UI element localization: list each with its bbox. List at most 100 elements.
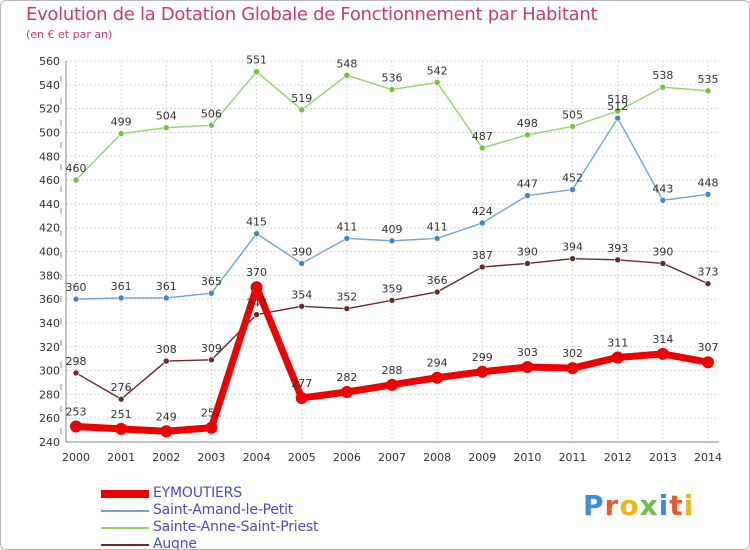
data-point (566, 362, 579, 375)
logo-letter: r (604, 489, 620, 522)
data-point (521, 360, 534, 373)
data-label: 390 (517, 245, 538, 258)
data-point (476, 365, 489, 378)
data-point (478, 263, 486, 271)
data-label: 519 (291, 92, 312, 105)
data-point (524, 260, 531, 267)
data-label: 251 (111, 408, 132, 421)
data-label: 447 (517, 178, 538, 191)
legend-swatch (101, 526, 149, 529)
data-point (433, 235, 441, 242)
data-point (478, 219, 486, 227)
data-point (478, 144, 486, 152)
y-tick-label: 340 (39, 317, 60, 330)
legend-swatch (101, 509, 149, 512)
proxiti-logo: Proxiti (583, 489, 694, 522)
data-point (386, 378, 398, 391)
x-tick-label: 2008 (423, 451, 451, 464)
y-tick-label: 560 (39, 55, 60, 68)
x-tick-label: 2010 (513, 451, 541, 464)
data-point (704, 280, 712, 287)
data-point (72, 176, 80, 184)
data-label: 504 (156, 110, 177, 123)
data-label: 309 (201, 342, 222, 355)
data-label: 347 (246, 297, 267, 310)
data-point (433, 288, 441, 296)
data-point (614, 256, 622, 264)
x-tick-label: 2007 (378, 451, 406, 464)
data-label: 393 (607, 242, 628, 255)
logo-letter: i (658, 489, 670, 522)
legend-swatch (101, 489, 149, 498)
data-point (569, 255, 576, 262)
data-point (162, 294, 170, 302)
y-tick-label: 520 (39, 103, 60, 116)
data-label: 409 (382, 223, 403, 236)
data-label: 365 (201, 275, 222, 288)
data-point (614, 114, 622, 122)
data-label: 390 (652, 245, 673, 258)
legend-label: Sainte-Anne-Saint-Priest (153, 519, 319, 535)
data-label: 308 (156, 343, 177, 356)
logo-letter: o (619, 489, 640, 522)
data-label: 370 (246, 266, 267, 279)
data-label: 512 (607, 100, 628, 113)
data-point (659, 260, 667, 267)
x-tick-label: 2014 (694, 451, 722, 464)
data-point (117, 395, 125, 403)
data-point (343, 305, 351, 312)
data-label: 538 (652, 69, 673, 82)
data-label: 366 (427, 274, 448, 287)
data-label: 314 (652, 333, 673, 346)
data-label: 282 (336, 371, 357, 384)
y-tick-label: 460 (39, 174, 60, 187)
data-point (253, 68, 260, 76)
data-label: 361 (156, 280, 177, 293)
y-tick-label: 300 (39, 365, 60, 378)
data-label: 498 (517, 117, 538, 130)
data-point (659, 197, 667, 204)
data-point (298, 106, 306, 114)
y-tick-label: 280 (39, 388, 60, 401)
data-point (72, 369, 80, 377)
data-label: 361 (111, 280, 132, 293)
y-tick-label: 360 (39, 293, 60, 306)
data-point (433, 79, 441, 86)
data-point (611, 351, 624, 364)
data-label: 352 (336, 291, 357, 304)
data-label: 411 (336, 220, 357, 233)
data-point (162, 357, 170, 365)
legend-label: EYMOUTIERS (153, 485, 242, 501)
data-label: 360 (66, 281, 87, 294)
data-label: 452 (562, 172, 583, 185)
data-label: 307 (698, 341, 719, 354)
data-point (70, 420, 82, 433)
x-tick-label: 2006 (333, 451, 361, 464)
data-label: 303 (517, 346, 538, 359)
data-label: 518 (607, 93, 628, 106)
x-tick-label: 2000 (62, 451, 90, 464)
data-label: 252 (201, 407, 222, 420)
data-point (72, 295, 80, 303)
data-point (160, 425, 173, 438)
x-tick-label: 2005 (288, 451, 316, 464)
data-point (117, 294, 125, 302)
data-point (704, 87, 712, 95)
y-tick-label: 440 (39, 198, 60, 211)
data-point (656, 347, 669, 360)
data-label: 411 (427, 220, 448, 233)
chart-title: Evolution de la Dotation Globale de Fonc… (26, 4, 598, 25)
legend-label: Augne (153, 536, 197, 550)
data-point (208, 121, 215, 129)
data-point (569, 186, 576, 193)
data-point (208, 356, 215, 364)
data-label: 277 (291, 377, 312, 390)
data-label: 551 (246, 54, 267, 67)
data-label: 448 (698, 176, 719, 189)
y-tick-label: 240 (39, 436, 60, 449)
data-point (388, 86, 396, 93)
data-point (702, 356, 714, 369)
logo-letter: P (583, 489, 605, 522)
